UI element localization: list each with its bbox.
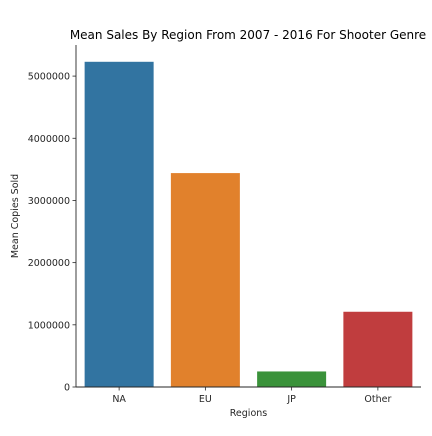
chart-title: Mean Sales By Region From 2007 - 2016 Fo… xyxy=(70,28,426,42)
y-tick-label: 5000000 xyxy=(28,72,70,83)
bar-jp xyxy=(257,371,327,387)
x-tick-label: Other xyxy=(364,394,391,405)
x-tick-label: JP xyxy=(286,394,296,405)
y-axis-ticks: 0 1000000 2000000 3000000 4000000 5000000 xyxy=(28,72,76,394)
y-tick-label: 4000000 xyxy=(28,134,70,145)
y-tick-label: 1000000 xyxy=(28,320,70,331)
bar-na xyxy=(84,61,154,387)
y-tick-label: 3000000 xyxy=(28,196,70,207)
x-axis-ticks: NA EU JP Other xyxy=(112,387,391,405)
y-tick-label: 0 xyxy=(64,383,70,394)
y-axis-label: Mean Copies Sold xyxy=(10,174,21,258)
bars-group xyxy=(84,61,413,387)
x-tick-label: NA xyxy=(112,394,126,405)
bar-eu xyxy=(170,173,240,387)
y-tick-label: 2000000 xyxy=(28,258,70,269)
x-axis-label: Regions xyxy=(230,408,268,419)
x-tick-label: EU xyxy=(199,394,212,405)
bar-other xyxy=(343,311,413,387)
